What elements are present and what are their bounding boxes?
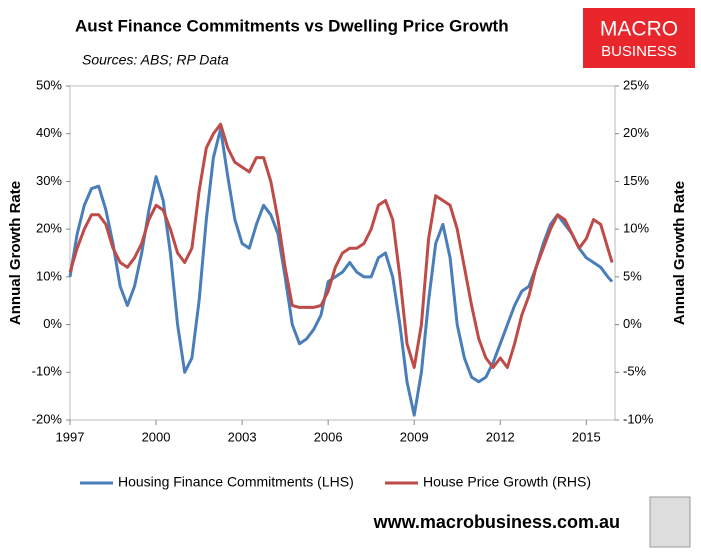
x-tick-label: 2006	[314, 429, 343, 444]
series-line	[68, 127, 614, 417]
y2-tick-label: 10%	[623, 221, 649, 236]
y-tick-label: -20%	[32, 411, 63, 426]
y-tick-label: 20%	[36, 221, 62, 236]
footer-url: www.macrobusiness.com.au	[373, 512, 620, 532]
x-tick-label: 2000	[142, 429, 171, 444]
y-axis-label: Annual Growth Rate	[7, 181, 24, 325]
legend-label: Housing Finance Commitments (LHS)	[118, 474, 354, 490]
y2-axis-label: Annual Growth Rate	[671, 181, 688, 325]
series-line	[68, 122, 614, 369]
y2-tick-label: 15%	[623, 173, 649, 188]
x-tick-label: 2015	[572, 429, 601, 444]
chart-subtitle: Sources: ABS; RP Data	[82, 52, 229, 68]
y-tick-label: 30%	[36, 173, 62, 188]
x-tick-label: 2003	[228, 429, 257, 444]
y-tick-label: 0%	[43, 316, 62, 331]
x-tick-label: 2012	[486, 429, 515, 444]
y2-tick-label: 25%	[623, 77, 649, 92]
y2-tick-label: -5%	[623, 364, 647, 379]
y2-tick-label: 5%	[623, 268, 642, 283]
y2-tick-label: 20%	[623, 125, 649, 140]
y2-tick-label: -10%	[623, 411, 654, 426]
y-tick-label: 50%	[36, 77, 62, 92]
brand-line: BUSINESS	[601, 43, 677, 60]
y-tick-label: -10%	[32, 364, 63, 379]
chart-title: Aust Finance Commitments vs Dwelling Pri…	[75, 16, 509, 35]
x-tick-label: 2009	[400, 429, 429, 444]
footer-image	[649, 496, 691, 548]
y-tick-label: 40%	[36, 125, 62, 140]
brand-logo	[583, 8, 695, 68]
brand-line: MACRO	[600, 18, 678, 41]
y2-tick-label: 0%	[623, 316, 642, 331]
x-tick-label: 1997	[56, 429, 85, 444]
legend-label: House Price Growth (RHS)	[423, 474, 591, 490]
y-tick-label: 10%	[36, 268, 62, 283]
